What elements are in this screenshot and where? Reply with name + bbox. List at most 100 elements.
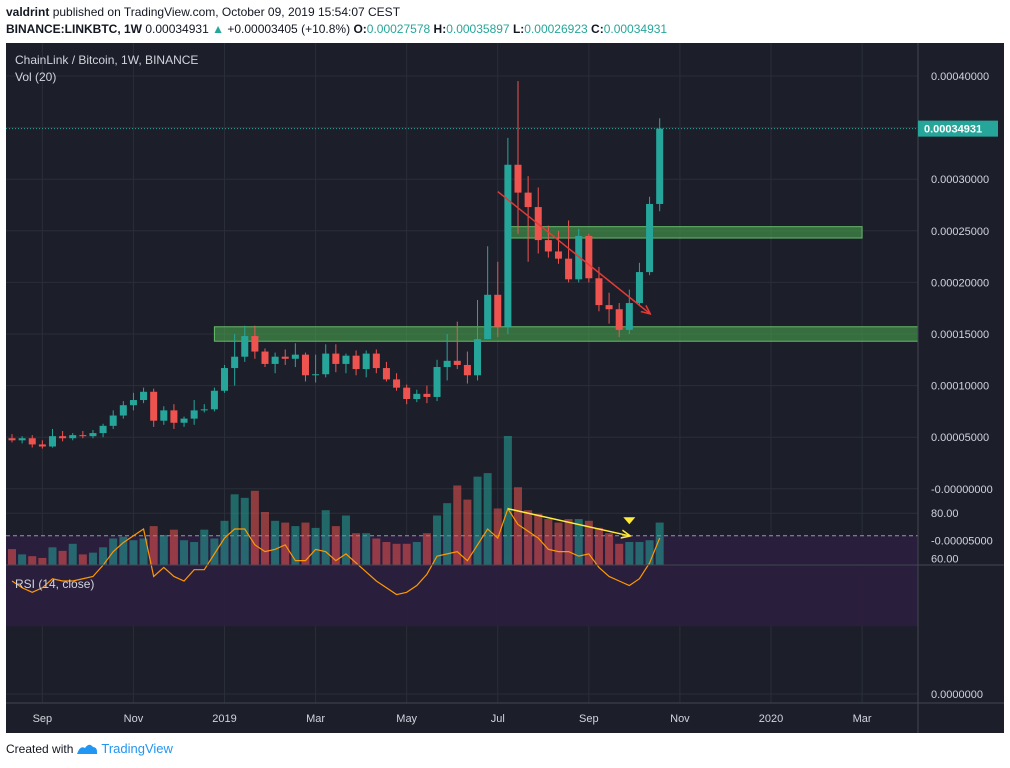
candle-body xyxy=(150,391,158,421)
close-label: C: xyxy=(591,22,604,36)
high-value: 0.00035897 xyxy=(446,22,510,36)
candle-body xyxy=(544,240,552,252)
candle-body xyxy=(646,203,654,273)
volume-bar xyxy=(514,487,522,565)
volume-bar xyxy=(271,520,280,565)
chart-background xyxy=(6,43,1004,733)
candle-body xyxy=(291,354,299,359)
time-tick-label: Sep xyxy=(33,713,53,725)
volume-bar xyxy=(119,536,128,565)
candle-body xyxy=(433,367,441,397)
volume-bar xyxy=(534,513,543,565)
up-arrow-icon: ▲ xyxy=(212,22,224,36)
volume-bar xyxy=(645,540,654,565)
volume-bar xyxy=(28,556,37,565)
tradingview-brand[interactable]: TradingView xyxy=(101,741,173,756)
volume-bar xyxy=(574,519,583,565)
candle-body xyxy=(484,294,492,340)
rsi-legend: RSI (14, close) xyxy=(15,577,94,591)
volume-bar xyxy=(301,522,310,565)
candle-body xyxy=(524,192,532,208)
candle-body xyxy=(393,379,401,388)
price-chart[interactable]: 0.000400000.000350000.000300000.00025000… xyxy=(6,43,1004,733)
volume-bar xyxy=(443,503,452,565)
volume-bar xyxy=(58,550,67,565)
candle-body xyxy=(140,391,148,401)
candle-body xyxy=(129,400,137,406)
time-tick-label: Mar xyxy=(306,713,325,725)
footer: Created with TradingView xyxy=(6,741,173,756)
candle-body xyxy=(312,374,320,376)
volume-bar xyxy=(190,542,199,565)
volume-bar xyxy=(281,522,290,565)
chart-container[interactable]: 0.000400000.000350000.000300000.00025000… xyxy=(6,43,1004,733)
candle-body xyxy=(200,409,208,411)
candle-body xyxy=(190,410,198,419)
volume-bar xyxy=(48,547,57,565)
volume-bar xyxy=(149,526,158,565)
chart-title: ChainLink / Bitcoin, 1W, BINANCE xyxy=(15,53,198,67)
candle-body xyxy=(615,309,623,330)
volume-bar xyxy=(422,533,431,565)
rsi-line xyxy=(11,507,661,596)
candle-body xyxy=(231,356,239,369)
volume-bar xyxy=(655,522,664,565)
price-tick-label: 0.00010000 xyxy=(931,381,989,393)
chart-header: valdrint published on TradingView.com, O… xyxy=(6,4,1006,38)
volume-bar xyxy=(635,542,644,565)
volume-bar xyxy=(200,529,209,565)
volume-bar xyxy=(402,543,411,565)
volume-bar xyxy=(88,552,97,565)
downtrend-arrow xyxy=(497,190,650,314)
volume-bar xyxy=(625,542,634,565)
candle-body xyxy=(342,355,350,364)
price-tick-label: -0.00000000 xyxy=(931,484,993,496)
candle-body xyxy=(585,235,593,279)
volume-bar xyxy=(483,473,492,565)
time-tick-label: Mar xyxy=(853,713,872,725)
rsi-path xyxy=(11,507,661,596)
candle-body xyxy=(565,258,573,280)
candle-body xyxy=(635,272,643,304)
price-tick-label: 0.00040000 xyxy=(931,71,989,83)
volume-bar xyxy=(544,519,553,565)
volume-bar xyxy=(240,497,249,565)
volume-bar xyxy=(372,538,381,565)
volume-bar xyxy=(594,527,603,565)
rsi-tick-label: 60.00 xyxy=(931,553,959,565)
candle-body xyxy=(494,294,502,327)
publish-info: published on TradingView.com, October 09… xyxy=(52,5,401,19)
rsi-divergence-arrow xyxy=(507,507,629,536)
candle-body xyxy=(656,128,664,204)
support-zone xyxy=(213,326,919,342)
support-zone xyxy=(507,226,863,239)
volume-legend: Vol (20) xyxy=(15,70,56,84)
low-label: L: xyxy=(512,22,525,36)
volume-bar xyxy=(180,540,189,565)
candle-body xyxy=(79,435,87,437)
low-value: 0.00026923 xyxy=(524,22,588,36)
symbol-label: BINANCE:LINKBTC, 1W xyxy=(6,22,142,36)
created-with-label: Created with xyxy=(6,741,74,756)
volume-bar xyxy=(605,533,614,565)
price-tick-label: -0.00005000 xyxy=(931,535,993,547)
candle-body xyxy=(109,415,117,426)
candle-body xyxy=(170,410,178,423)
last-price-tag xyxy=(918,120,998,137)
price-change: +0.00003405 (+10.8%) xyxy=(227,22,351,36)
candle-body xyxy=(301,354,309,376)
axes: 0.000400000.000350000.000300000.00025000… xyxy=(6,43,1004,733)
time-tick-label: 2019 xyxy=(212,713,236,725)
candle-body xyxy=(554,251,562,259)
open-value: 0.00027578 xyxy=(366,22,431,36)
author-name[interactable]: valdrint xyxy=(6,5,50,19)
high-label: H: xyxy=(433,22,447,36)
volume-bar xyxy=(261,511,269,565)
volume-bar xyxy=(392,543,401,565)
volume-bar xyxy=(412,542,421,565)
volume-bar xyxy=(524,510,533,565)
candle-body xyxy=(221,368,229,391)
candle-body xyxy=(453,360,461,365)
candle-body xyxy=(372,353,380,369)
drawings[interactable] xyxy=(497,190,650,536)
